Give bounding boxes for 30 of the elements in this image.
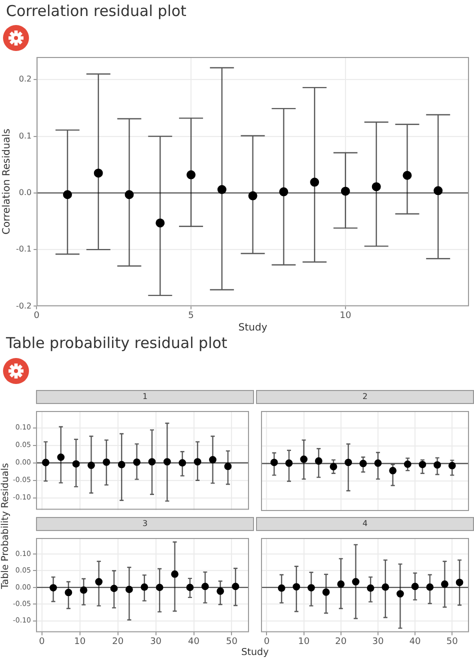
x-tick-label: 0 — [264, 636, 270, 647]
x-tick-label: 30 — [372, 636, 384, 647]
x-axis-title: Study — [240, 646, 270, 659]
x-tick-label: 10 — [74, 636, 86, 647]
x-tick-label: 5 — [188, 310, 194, 321]
chart-subtitle: 3 — [36, 517, 254, 531]
x-tick-label: 20 — [335, 636, 347, 647]
chart-subtitle: 1 — [36, 390, 254, 404]
y-tick-label: -0.1 — [16, 244, 32, 254]
y-tick-label: 0.2 — [18, 74, 32, 84]
chart-subtitle: 4 — [256, 517, 474, 531]
x-tick-label: 30 — [150, 636, 162, 647]
x-tick-label: 10 — [298, 636, 310, 647]
x-tick-label: 40 — [409, 636, 422, 647]
x-tick-label: 40 — [188, 636, 200, 647]
y-tick-label: 0.0 — [18, 188, 32, 198]
y-tick-label: 0.1 — [18, 131, 32, 140]
chart-title: Correlation residual plot — [6, 2, 186, 20]
x-tick-label: 50 — [226, 636, 238, 647]
chart-title: Table probability residual plot — [6, 334, 228, 352]
x-tick-label: 0 — [39, 636, 46, 647]
y-tick-label: -0.2 — [16, 301, 32, 310]
x-axis-title: Study — [238, 322, 268, 334]
y-axis-title: Table Probability Residuals — [0, 462, 11, 591]
x-tick-label: 0 — [34, 310, 40, 321]
x-tick-label: 10 — [340, 310, 352, 321]
chart-subtitle: 2 — [256, 390, 474, 404]
y-axis-title: Correlation Residuals — [2, 128, 13, 234]
x-tick-label: 50 — [446, 636, 458, 647]
x-tick-label: 20 — [112, 636, 124, 647]
